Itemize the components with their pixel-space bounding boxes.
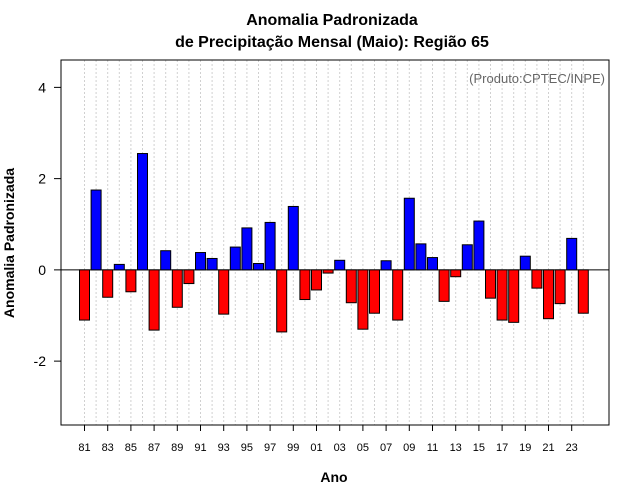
bar-1993 [218,269,230,315]
bar-1983 [102,269,114,298]
plot-area-border [60,59,610,426]
bar-2001 [311,269,322,291]
x-tick-label: 93 [218,442,230,454]
bars [79,153,589,333]
x-tick-label: 87 [148,442,160,454]
bar-2007 [380,260,392,271]
x-tick-label: 19 [519,442,531,454]
x-axis: 81 83 85 87 89 91 93 95 97 99 01 03 05 07 09 11 13 15 17 19… [78,425,578,454]
y-tick-label: 4 [38,79,46,95]
bar-1986 [137,153,148,271]
x-tick-label: 09 [403,442,415,454]
chart-title-line1: Anomalia Padronizada [246,12,418,29]
x-axis-label: Ano [320,469,347,485]
bar-2012 [438,269,450,302]
y-tick-label: 2 [38,171,46,187]
bar-2021 [543,269,554,320]
bar-1981 [79,269,90,321]
x-tick-label: 03 [334,442,346,454]
x-tick-label: 01 [310,442,322,454]
bar-1988 [160,250,172,271]
grid-lines [84,60,584,425]
bar-2015 [473,220,485,271]
bar-2023 [566,237,578,271]
x-tick-label: 99 [287,442,299,454]
bar-2020 [531,269,543,289]
bar-1999 [287,205,299,271]
bar-2018 [508,269,520,323]
x-tick-label: 07 [380,442,392,454]
bar-2014 [461,244,473,271]
bar-1996 [253,262,264,271]
bar-1987 [148,269,160,331]
chart-title-line2: de Precipitação Mensal (Maio): Região 65 [175,34,489,51]
x-tick-label: 17 [496,442,508,454]
x-tick-label: 05 [357,442,369,454]
bar-1985 [125,269,137,293]
bar-1998 [276,269,288,333]
bar-2003 [334,259,346,271]
bar-2004 [345,269,357,304]
bar-2024 [577,269,589,314]
y-tick-label: -2 [34,353,47,369]
credit-label: (Produto:CPTEC/INPE) [469,71,605,86]
bar-1984 [113,263,125,271]
bar-2019 [519,255,531,271]
x-tick-label: 23 [566,442,578,454]
x-tick-label: 83 [102,442,114,454]
bar-2000 [299,269,311,301]
bar-1992 [206,257,218,271]
y-tick-label: 0 [38,262,46,278]
bar-1991 [195,252,206,271]
x-tick-label: 85 [125,442,137,454]
x-tick-label: 91 [194,442,206,454]
x-tick-label: 21 [542,442,554,454]
bar-1995 [241,227,253,271]
bar-1982 [90,189,102,271]
bar-2009 [403,197,415,271]
bar-2005 [357,269,369,330]
x-tick-label: 89 [171,442,183,454]
x-tick-label: 97 [264,442,276,454]
x-tick-label: 13 [450,442,462,454]
bar-1989 [171,269,183,308]
bar-2013 [450,269,462,278]
bar-1990 [183,269,195,285]
bar-2006 [369,269,380,314]
bar-1994 [229,246,241,271]
x-tick-label: 95 [241,442,253,454]
bar-2017 [496,269,508,321]
bar-1997 [264,221,276,271]
x-tick-label: 11 [427,442,438,454]
bar-2011 [427,257,438,271]
bar-2016 [485,269,496,299]
y-axis: -2 0 2 4 [34,79,61,369]
x-tick-label: 81 [78,442,90,454]
y-axis-label: Anomalia Padronizada [1,168,17,318]
bar-2008 [392,269,404,321]
bar-2002 [322,269,334,274]
bar-2022 [554,269,566,305]
bar-2010 [415,243,427,271]
x-tick-label: 15 [473,442,485,454]
